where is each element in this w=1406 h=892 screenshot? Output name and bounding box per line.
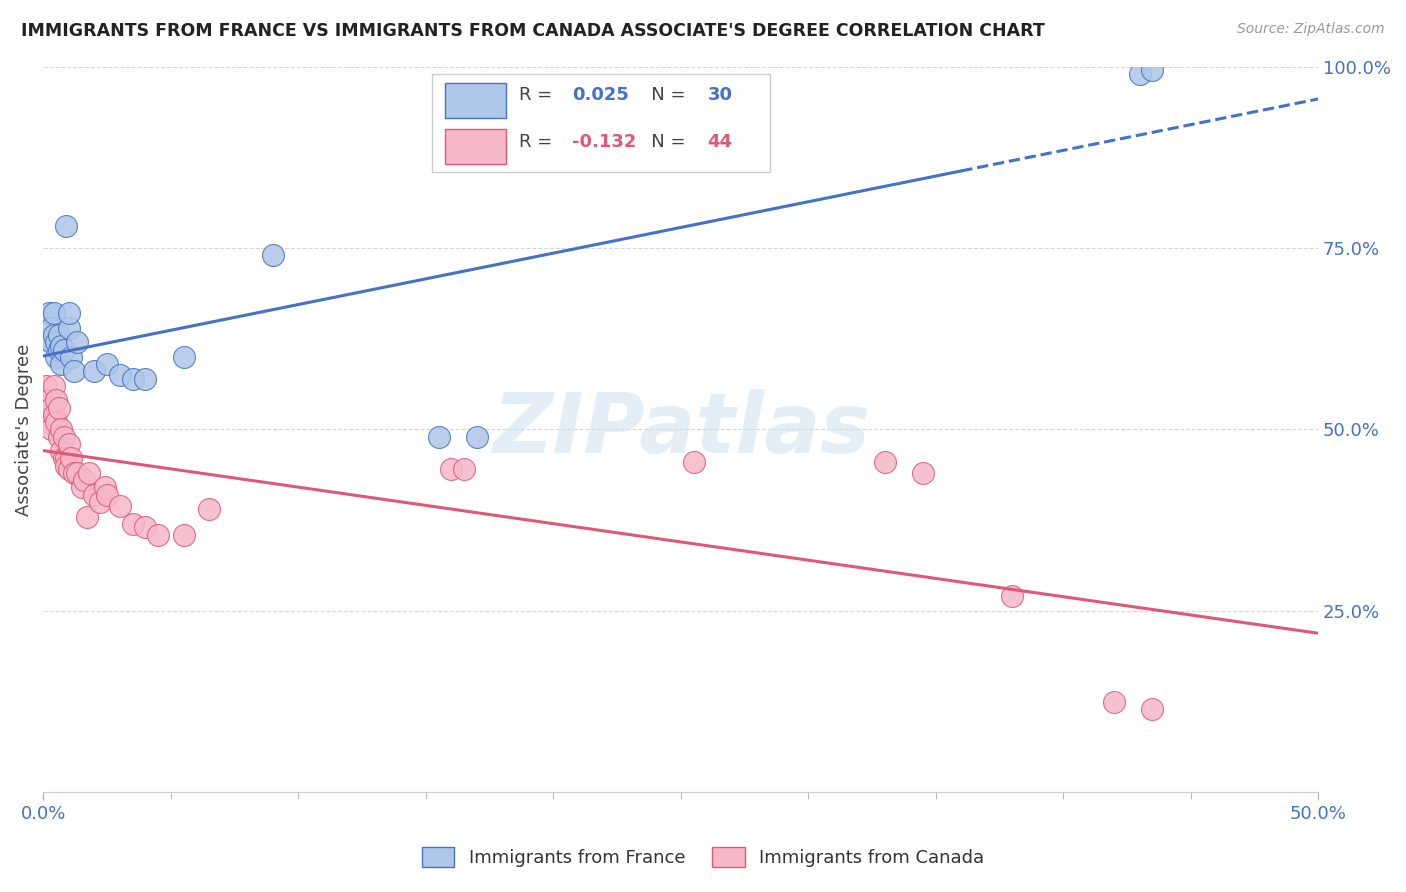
Legend: Immigrants from France, Immigrants from Canada: Immigrants from France, Immigrants from … bbox=[415, 839, 991, 874]
Point bbox=[121, 516, 143, 531]
Text: IMMIGRANTS FROM FRANCE VS IMMIGRANTS FROM CANADA ASSOCIATE'S DEGREE CORRELATION : IMMIGRANTS FROM FRANCE VS IMMIGRANTS FRO… bbox=[21, 22, 1045, 40]
Text: N =: N = bbox=[634, 87, 690, 104]
Text: R =: R = bbox=[519, 87, 558, 104]
Point bbox=[108, 499, 131, 513]
Point bbox=[96, 488, 118, 502]
Point bbox=[83, 364, 105, 378]
Text: Source: ZipAtlas.com: Source: ZipAtlas.com bbox=[1237, 22, 1385, 37]
Point bbox=[45, 335, 67, 350]
Point bbox=[173, 527, 195, 541]
Point bbox=[42, 306, 65, 320]
Point bbox=[134, 371, 156, 385]
Point bbox=[1142, 702, 1164, 716]
Point bbox=[1129, 67, 1152, 81]
Point bbox=[440, 462, 463, 476]
Point bbox=[93, 481, 115, 495]
Point bbox=[55, 451, 77, 466]
Point bbox=[39, 422, 62, 436]
Point bbox=[65, 466, 87, 480]
Point bbox=[55, 219, 77, 234]
Point bbox=[48, 343, 70, 357]
Point bbox=[39, 335, 62, 350]
Point bbox=[465, 430, 488, 444]
Point bbox=[134, 520, 156, 534]
Point bbox=[51, 339, 73, 353]
Point bbox=[96, 357, 118, 371]
Point bbox=[79, 466, 101, 480]
Point bbox=[121, 371, 143, 385]
Bar bbox=[444, 129, 506, 164]
Point bbox=[682, 455, 704, 469]
Point bbox=[63, 364, 86, 378]
Point bbox=[35, 332, 58, 346]
Point bbox=[38, 415, 60, 429]
Text: R =: R = bbox=[519, 134, 558, 152]
Text: -0.132: -0.132 bbox=[572, 134, 637, 152]
Point bbox=[108, 368, 131, 382]
Text: 30: 30 bbox=[707, 87, 733, 104]
Point bbox=[55, 458, 77, 473]
Point bbox=[35, 379, 58, 393]
Point bbox=[42, 328, 65, 343]
Point bbox=[58, 321, 80, 335]
Point bbox=[453, 462, 475, 476]
Text: N =: N = bbox=[634, 134, 690, 152]
Point bbox=[51, 357, 73, 371]
Point bbox=[1001, 590, 1024, 604]
Point bbox=[89, 495, 111, 509]
Point bbox=[45, 393, 67, 408]
Text: 44: 44 bbox=[707, 134, 733, 152]
Point bbox=[83, 488, 105, 502]
Point bbox=[52, 430, 75, 444]
Point bbox=[48, 328, 70, 343]
Point bbox=[873, 455, 896, 469]
Point bbox=[427, 430, 450, 444]
Point bbox=[52, 343, 75, 357]
Point bbox=[1142, 63, 1164, 78]
Point bbox=[73, 473, 96, 487]
Point bbox=[70, 481, 93, 495]
Point bbox=[65, 335, 87, 350]
Point bbox=[42, 408, 65, 422]
Point bbox=[198, 502, 221, 516]
Point bbox=[45, 350, 67, 364]
Text: ZIPatlas: ZIPatlas bbox=[492, 389, 870, 470]
Point bbox=[51, 422, 73, 436]
Point bbox=[173, 350, 195, 364]
Point bbox=[39, 321, 62, 335]
Point bbox=[911, 466, 934, 480]
Point bbox=[262, 248, 284, 262]
Text: 0.025: 0.025 bbox=[572, 87, 630, 104]
Point bbox=[38, 306, 60, 320]
Point bbox=[60, 451, 83, 466]
Point bbox=[63, 466, 86, 480]
Point bbox=[58, 306, 80, 320]
Point bbox=[51, 444, 73, 458]
FancyBboxPatch shape bbox=[432, 74, 770, 172]
Bar bbox=[444, 83, 506, 118]
Point bbox=[42, 379, 65, 393]
Point bbox=[146, 527, 169, 541]
Point bbox=[58, 462, 80, 476]
Point bbox=[38, 393, 60, 408]
Point bbox=[48, 401, 70, 415]
Point bbox=[52, 451, 75, 466]
Point bbox=[60, 350, 83, 364]
Point bbox=[45, 415, 67, 429]
Point bbox=[76, 509, 98, 524]
Y-axis label: Associate's Degree: Associate's Degree bbox=[15, 343, 32, 516]
Point bbox=[1102, 695, 1125, 709]
Point bbox=[39, 401, 62, 415]
Point bbox=[48, 430, 70, 444]
Point bbox=[58, 437, 80, 451]
